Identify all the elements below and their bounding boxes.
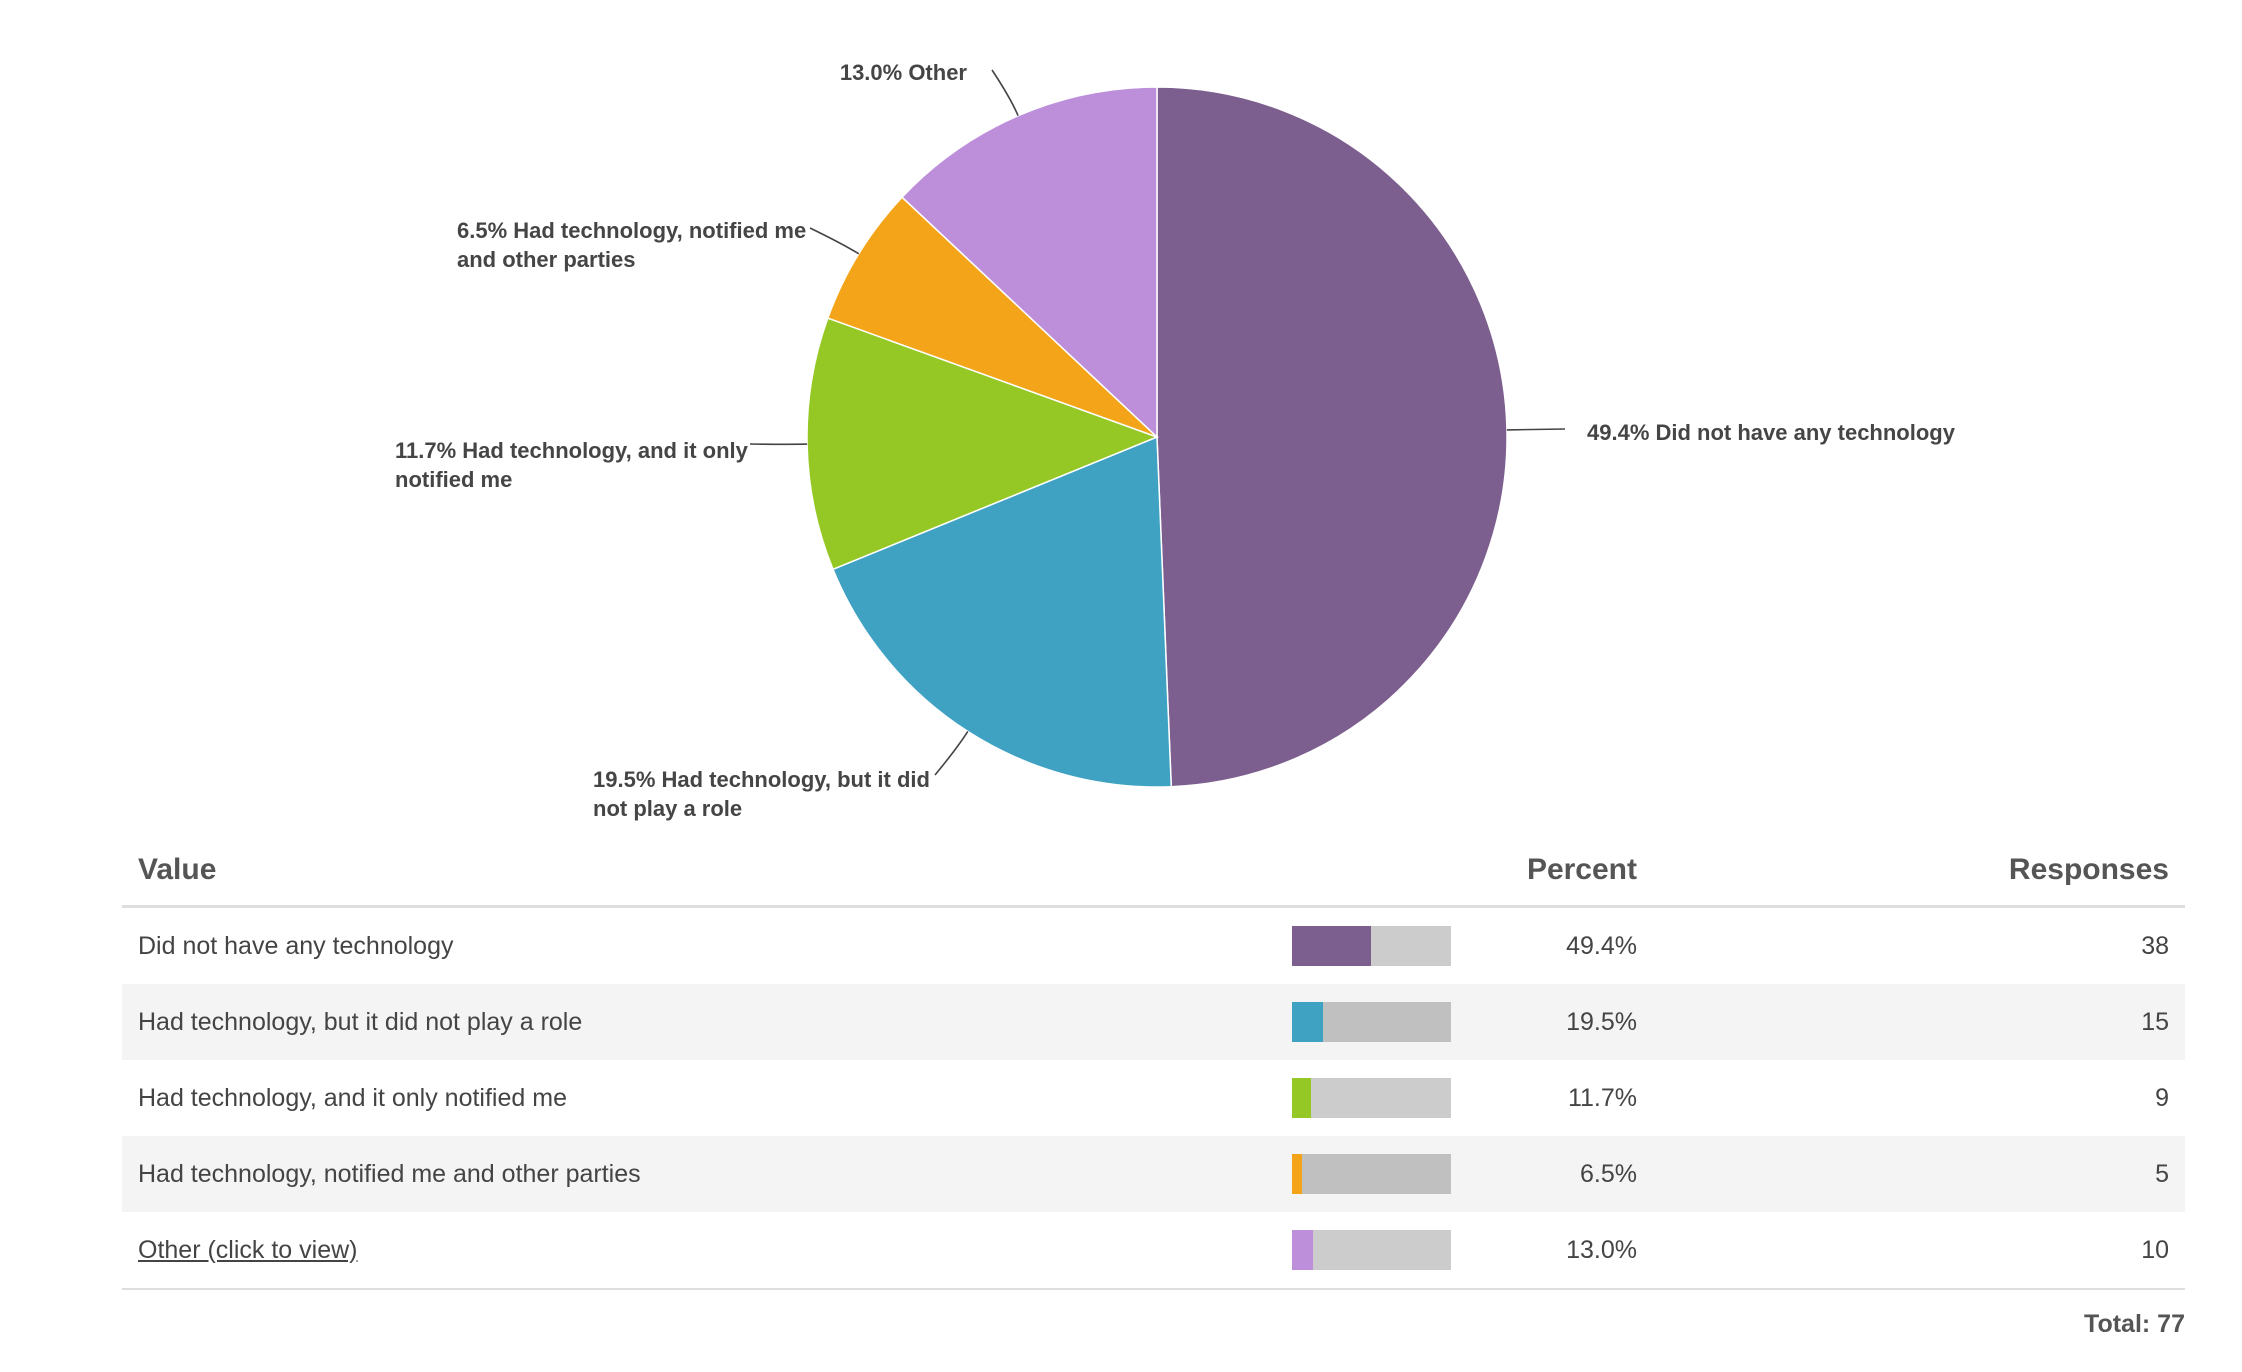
pie-slice	[1156, 86, 1508, 788]
row-responses: 9	[2155, 1083, 2169, 1112]
other-click-to-view-link[interactable]: Other (click to view)	[138, 1235, 358, 1264]
table-header-row: Value Percent Responses	[122, 835, 2185, 908]
total-responses: Total: 77	[2084, 1310, 2185, 1338]
pie-slices	[806, 86, 1508, 788]
percent-bar-fill	[1292, 1078, 1311, 1118]
pie-leader-line	[991, 69, 1019, 117]
row-percent: 13.0%	[1451, 1212, 1653, 1290]
row-bar	[1292, 984, 1451, 1060]
row-responses: 5	[1653, 1136, 2185, 1212]
header-responses: Responses	[1653, 835, 2185, 908]
row-value: Had technology, but it did not play a ro…	[122, 984, 1292, 1060]
pie-slice-label: 11.7% Had technology, and it only notifie…	[395, 438, 749, 492]
percent-bar-track	[1292, 1154, 1451, 1194]
percent-bar-fill	[1292, 1154, 1303, 1194]
percent-bar-track	[1292, 1230, 1451, 1270]
results-table: Value Percent Responses Did not have any…	[122, 835, 2185, 1290]
header-bar	[1292, 835, 1451, 908]
row-bar	[1292, 1060, 1451, 1136]
percent-bar-fill	[1292, 1230, 1313, 1270]
percent-bar-track	[1292, 1078, 1451, 1118]
row-percent: 19.5%	[1451, 984, 1653, 1060]
row-responses: 15	[1653, 984, 2185, 1060]
header-percent: Percent	[1451, 835, 1653, 908]
row-responses: 10	[1653, 1212, 2185, 1290]
row-percent: 6.5%	[1451, 1136, 1653, 1212]
percent-bar-track	[1292, 1002, 1451, 1042]
row-bar	[1292, 907, 1451, 985]
pie-labels: 49.4% Did not have any technology 19.5% H…	[395, 60, 1956, 821]
row-value: Had technology, notified me and other pa…	[122, 1136, 1292, 1212]
row-bar	[1292, 1212, 1451, 1290]
table-row: Other (click to view) 13.0% 10	[122, 1212, 2185, 1290]
row-bar	[1292, 1136, 1451, 1212]
table-row: Had technology, but it did not play a ro…	[122, 984, 2185, 1060]
pie-leader-lines	[749, 69, 1566, 776]
row-percent: 49.4%	[1566, 931, 1637, 960]
pie-slice-label: 13.0% Other	[840, 60, 968, 85]
pie-chart: 49.4% Did not have any technology 19.5% H…	[395, 60, 1956, 821]
row-value: Other (click to view)	[122, 1212, 1292, 1290]
pie-slice-label: 6.5% Had technology, notified me and othe…	[457, 218, 806, 272]
percent-bar-fill	[1292, 926, 1371, 966]
row-percent: 11.7%	[1567, 1083, 1637, 1112]
pie-slice-label: 19.5% Had technology, but it did not play…	[593, 767, 930, 821]
table-row: Had technology, and it only notified me …	[122, 1060, 2185, 1136]
percent-bar-fill	[1292, 1002, 1323, 1042]
row-responses: 38	[2141, 931, 2169, 960]
pie-slice-label: 49.4% Did not have any technology	[1587, 420, 1956, 445]
row-value: Had technology, and it only notified me	[138, 1083, 567, 1112]
pie-leader-line	[934, 730, 969, 776]
pie-leader-line	[809, 227, 860, 255]
pie-leader-line	[1506, 428, 1566, 431]
pie-slice	[900, 86, 1158, 439]
percent-bar-track	[1292, 926, 1451, 966]
pie-slice	[806, 317, 1160, 571]
table-row: Did not have any technology 49.4% 38	[122, 907, 2185, 985]
row-value: Did not have any technology	[138, 931, 454, 960]
header-value: Value	[122, 835, 1292, 908]
table-row: Had technology, notified me and other pa…	[122, 1136, 2185, 1212]
